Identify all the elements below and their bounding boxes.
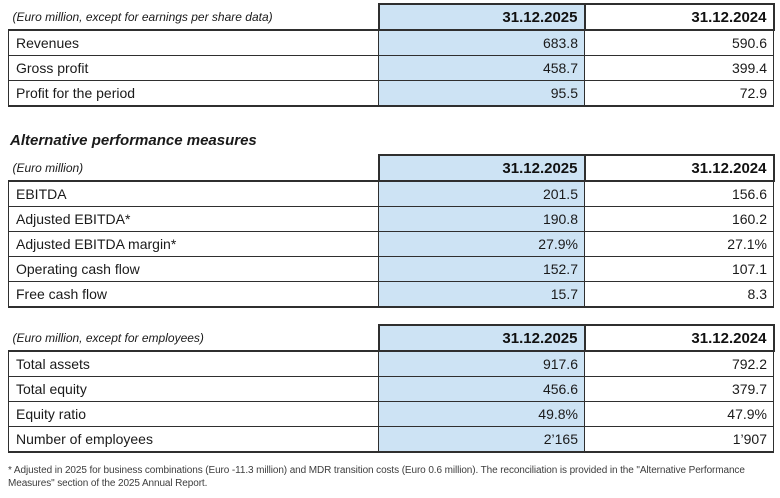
table-row: Revenues 683.8 590.6: [8, 29, 774, 56]
value-2025: 456.6: [378, 376, 585, 402]
value-2025: 49.8%: [378, 401, 585, 427]
value-2025: 190.8: [378, 206, 585, 232]
value-2024: 27.1%: [584, 231, 774, 257]
row-label: Free cash flow: [8, 281, 379, 308]
value-2024: 792.2: [584, 350, 774, 377]
year-header-2025: 31.12.2025: [377, 324, 586, 352]
year-header-2025: 31.12.2025: [377, 3, 586, 31]
table-row: Number of employees 2’165 1’907: [8, 426, 774, 453]
table-row: EBITDA 201.5 156.6: [8, 180, 774, 207]
spacer: [8, 308, 773, 324]
table-row: Profit for the period 95.5 72.9: [8, 80, 774, 107]
apm-table: (Euro million) 31.12.2025 31.12.2024 EBI…: [8, 154, 775, 308]
value-2024: 47.9%: [584, 401, 774, 427]
table-row: Adjusted EBITDA margin* 27.9% 27.1%: [8, 231, 774, 257]
row-label: Profit for the period: [8, 80, 379, 107]
value-2024: 1’907: [584, 426, 774, 453]
value-2024: 379.7: [584, 376, 774, 402]
section-heading: Alternative performance measures: [10, 132, 257, 149]
row-label: Adjusted EBITDA*: [8, 206, 379, 232]
value-2024: 8.3: [584, 281, 774, 308]
value-2024: 156.6: [584, 180, 774, 207]
value-2025: 95.5: [378, 80, 585, 107]
table-header-row: (Euro million) 31.12.2025 31.12.2024: [9, 154, 775, 182]
year-header-2024: 31.12.2024: [583, 3, 775, 31]
table-row: Total equity 456.6 379.7: [8, 376, 774, 402]
unit-label: (Euro million, except for employees): [12, 330, 204, 345]
unit-label: (Euro million): [12, 160, 84, 175]
row-label: Revenues: [8, 29, 379, 56]
value-2025: 2’165: [378, 426, 585, 453]
table-row: Operating cash flow 152.7 107.1: [8, 256, 774, 282]
table-row: Free cash flow 15.7 8.3: [8, 281, 774, 308]
year-header-2025: 31.12.2025: [377, 154, 586, 182]
value-2025: 458.7: [378, 55, 585, 81]
value-2025: 201.5: [378, 180, 585, 207]
row-label: Number of employees: [8, 426, 379, 453]
table-header-row: (Euro million, except for employees) 31.…: [9, 324, 775, 352]
value-2024: 399.4: [584, 55, 774, 81]
row-label: Operating cash flow: [8, 256, 379, 282]
value-2025: 917.6: [378, 350, 585, 377]
row-label: Total equity: [8, 376, 379, 402]
row-label: Total assets: [8, 350, 379, 377]
footnote: * Adjusted in 2025 for business combinat…: [8, 465, 745, 489]
table-row: Gross profit 458.7 399.4: [8, 55, 774, 81]
row-label: Equity ratio: [8, 401, 379, 427]
value-2024: 107.1: [584, 256, 774, 282]
row-label: EBITDA: [8, 180, 379, 207]
row-label: Gross profit: [8, 55, 379, 81]
income-statement-table: (Euro million, except for earnings per s…: [8, 3, 775, 107]
table-row: Equity ratio 49.8% 47.9%: [8, 401, 774, 427]
table-header-row: (Euro million, except for earnings per s…: [9, 3, 775, 31]
value-2024: 160.2: [584, 206, 774, 232]
value-2025: 152.7: [378, 256, 585, 282]
value-2025: 27.9%: [378, 231, 585, 257]
year-header-2024: 31.12.2024: [583, 154, 775, 182]
table-row: Adjusted EBITDA* 190.8 160.2: [8, 206, 774, 232]
value-2024: 590.6: [584, 29, 774, 56]
value-2024: 72.9: [584, 80, 774, 107]
year-header-2024: 31.12.2024: [583, 324, 775, 352]
table-row: Total assets 917.6 792.2: [8, 350, 774, 377]
value-2025: 15.7: [378, 281, 585, 308]
unit-label: (Euro million, except for earnings per s…: [12, 9, 273, 24]
row-label: Adjusted EBITDA margin*: [8, 231, 379, 257]
balance-sheet-table: (Euro million, except for employees) 31.…: [8, 324, 775, 453]
value-2025: 683.8: [378, 29, 585, 56]
